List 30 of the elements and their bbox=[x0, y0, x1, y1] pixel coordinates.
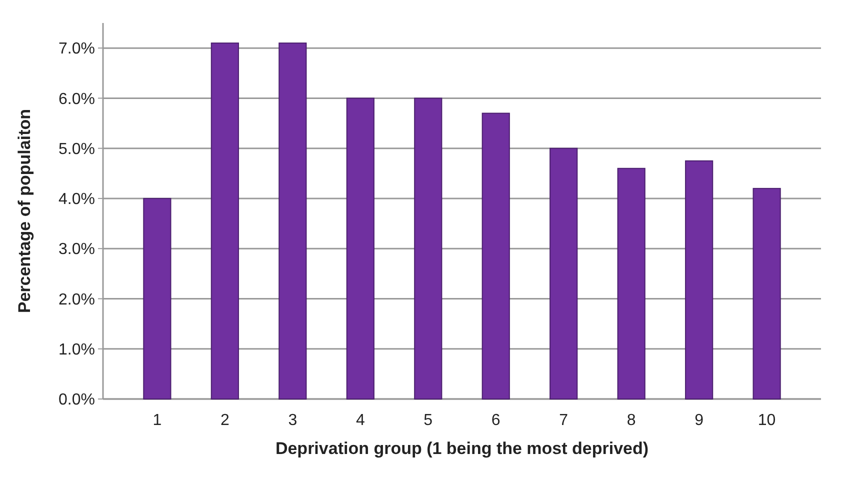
y-tick-label: 7.0% bbox=[58, 40, 95, 58]
bar bbox=[346, 98, 374, 400]
y-tick-label: 6.0% bbox=[58, 90, 95, 108]
y-tick-label: 5.0% bbox=[58, 140, 95, 158]
x-tick-label: 7 bbox=[559, 412, 568, 429]
x-tick-label: 10 bbox=[758, 412, 776, 429]
x-tick-label: 1 bbox=[152, 412, 162, 429]
x-axis-title: Deprivation group (1 being the most deprived) bbox=[275, 439, 649, 458]
bar bbox=[414, 98, 442, 400]
x-tick-label: 8 bbox=[626, 412, 636, 429]
x-tick-label: 5 bbox=[424, 412, 433, 429]
y-tick-label: 2.0% bbox=[58, 291, 95, 308]
x-tick-label: 2 bbox=[220, 412, 230, 429]
y-tick-label: 3.0% bbox=[58, 241, 95, 258]
y-axis-title: Percentage of populaiton bbox=[15, 108, 34, 314]
bar bbox=[752, 188, 781, 400]
y-tick-label: 0.0% bbox=[58, 392, 95, 409]
y-tick-label: 4.0% bbox=[58, 191, 95, 208]
y-tick-label: 1.0% bbox=[58, 341, 95, 358]
bar bbox=[550, 148, 578, 400]
x-tick-label: 3 bbox=[288, 412, 298, 429]
bar bbox=[278, 42, 307, 400]
bar bbox=[143, 198, 172, 400]
x-tick-label: 6 bbox=[491, 412, 500, 429]
bar bbox=[210, 42, 239, 400]
bar bbox=[685, 160, 714, 400]
bar bbox=[617, 168, 646, 400]
x-tick-label: 4 bbox=[356, 412, 365, 429]
bar bbox=[482, 112, 510, 400]
x-tick-label: 9 bbox=[694, 412, 704, 429]
